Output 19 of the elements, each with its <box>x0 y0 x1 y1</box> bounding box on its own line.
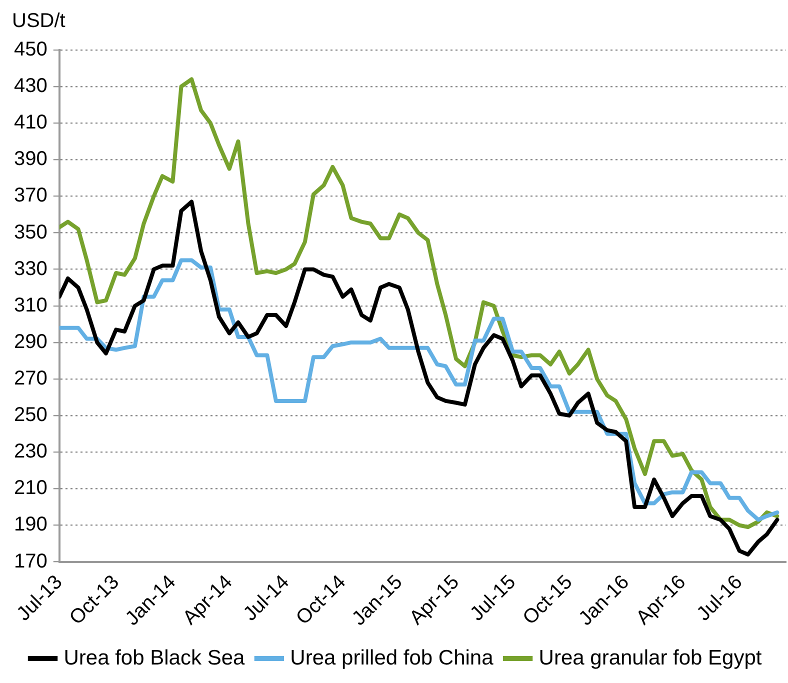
y-tick-label: 350 <box>14 221 48 244</box>
y-axis-title: USD/t <box>12 10 66 33</box>
legend-label: Urea fob Black Sea <box>64 646 245 670</box>
y-tick-label: 410 <box>14 112 48 134</box>
legend-label: Urea granular fob Egypt <box>538 646 762 670</box>
y-tick-label: 370 <box>14 184 48 207</box>
y-tick-label: 230 <box>14 440 48 463</box>
y-tick-label: 430 <box>14 75 48 98</box>
y-tick-label: 250 <box>14 404 48 426</box>
y-tick-label: 390 <box>14 148 48 170</box>
y-tick-label: 450 <box>14 38 48 61</box>
y-tick-label: 170 <box>14 550 48 572</box>
y-tick-label: 330 <box>14 258 48 280</box>
y-tick-label: 270 <box>14 368 48 390</box>
legend-label: Urea prilled fob China <box>290 646 494 670</box>
y-tick-label: 290 <box>14 330 48 353</box>
y-tick-label: 210 <box>14 477 48 500</box>
y-tick-label: 310 <box>14 294 48 316</box>
y-tick-label: 190 <box>14 514 48 536</box>
